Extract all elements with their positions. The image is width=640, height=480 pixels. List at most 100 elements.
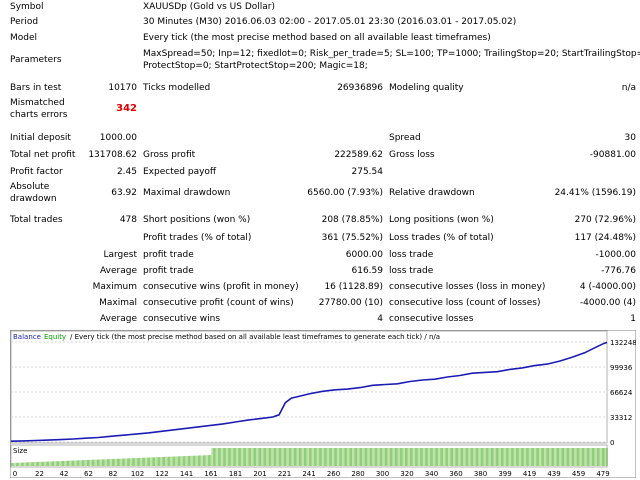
size-bar — [579, 448, 581, 466]
size-bar — [295, 448, 296, 466]
size-bar — [538, 448, 540, 466]
parameters-label: Parameters — [10, 55, 62, 65]
size-bar — [476, 448, 477, 466]
profit-factor-value: 2.45 — [116, 167, 137, 177]
size-bar — [87, 459, 88, 466]
profit-trades-value: 361 (75.52%) — [321, 233, 383, 243]
size-bar — [549, 448, 551, 466]
size-bar — [181, 456, 183, 466]
size-bar — [14, 462, 16, 466]
size-bar — [169, 456, 170, 466]
size-bar — [554, 448, 556, 466]
size-bar — [190, 455, 192, 466]
size-bar — [381, 448, 382, 466]
size-bar — [357, 448, 359, 466]
size-bar — [411, 448, 412, 466]
size-bar — [134, 458, 136, 466]
x-tick-label: 122 — [155, 470, 168, 478]
size-bar — [301, 448, 303, 466]
x-tick-label: 62 — [84, 470, 93, 478]
size-bar — [143, 457, 144, 466]
size-bar — [203, 455, 204, 466]
size-bar — [165, 456, 167, 466]
size-bar — [205, 455, 207, 466]
size-bar — [580, 448, 582, 466]
size-bar — [92, 459, 93, 466]
size-bar — [326, 448, 328, 466]
size-bar — [385, 448, 386, 466]
size-bar — [270, 448, 271, 466]
size-bar — [602, 448, 603, 466]
size-bars — [11, 448, 608, 466]
size-bar — [175, 456, 177, 466]
profit-trades-label: Profit trades (% of total) — [143, 233, 252, 243]
size-bar — [102, 459, 103, 466]
size-bar — [216, 448, 218, 466]
size-bar — [245, 448, 247, 466]
size-bar — [321, 448, 323, 466]
size-bar — [285, 448, 286, 466]
size-bar — [29, 462, 31, 466]
size-bar — [318, 448, 320, 466]
size-bar — [161, 456, 163, 466]
size-bar — [589, 448, 591, 466]
size-bar — [372, 448, 374, 466]
size-bar — [115, 458, 117, 466]
size-bar — [209, 455, 210, 466]
size-bar — [557, 448, 558, 466]
size-bar — [503, 448, 505, 466]
size-bar — [153, 457, 154, 466]
size-bar — [217, 448, 219, 466]
initial-deposit-value: 1000.00 — [99, 133, 137, 143]
size-bar — [62, 460, 63, 466]
size-bar — [424, 448, 426, 466]
size-bar — [560, 448, 562, 466]
size-bar — [255, 448, 256, 466]
size-bar — [493, 448, 495, 466]
size-bar — [236, 448, 238, 466]
size-bar — [456, 448, 457, 466]
size-bar — [542, 448, 543, 466]
size-bar — [139, 457, 141, 466]
size-bar — [166, 456, 168, 466]
size-bar — [600, 448, 602, 466]
size-bar — [598, 448, 599, 466]
size-bar — [149, 457, 150, 466]
average-label: Average — [100, 266, 137, 276]
size-bar — [83, 460, 84, 466]
size-bar — [595, 448, 597, 466]
size-bar — [429, 448, 431, 466]
size-bar — [544, 448, 546, 466]
x-tick-label: 102 — [131, 470, 144, 478]
size-bar — [95, 459, 97, 466]
size-bar — [264, 448, 265, 466]
size-bar — [478, 448, 480, 466]
size-bar — [466, 448, 467, 466]
size-bar — [488, 448, 490, 466]
size-bar — [259, 448, 260, 466]
size-bar — [312, 448, 314, 466]
size-bar — [309, 448, 310, 466]
size-bar — [534, 448, 536, 466]
size-bar — [575, 448, 577, 466]
size-bar — [50, 461, 52, 466]
model-label: Model — [10, 33, 38, 43]
size-bar — [410, 448, 411, 466]
size-bar — [367, 448, 369, 466]
size-bar — [294, 448, 295, 466]
size-bar — [604, 448, 606, 466]
size-bar — [449, 448, 451, 466]
size-bar — [72, 460, 73, 466]
size-bar — [193, 455, 194, 466]
size-bar — [584, 448, 586, 466]
size-bar — [448, 448, 450, 466]
size-bar — [232, 448, 234, 466]
size-bar — [525, 448, 527, 466]
size-bar — [463, 448, 465, 466]
size-bar — [340, 448, 341, 466]
parameters-line-2: ProtectStop=0; StartProtectStop=200; Mag… — [143, 61, 368, 71]
size-bar — [94, 459, 96, 466]
size-bar — [315, 448, 316, 466]
size-bar — [119, 458, 121, 466]
size-bar — [234, 448, 235, 466]
